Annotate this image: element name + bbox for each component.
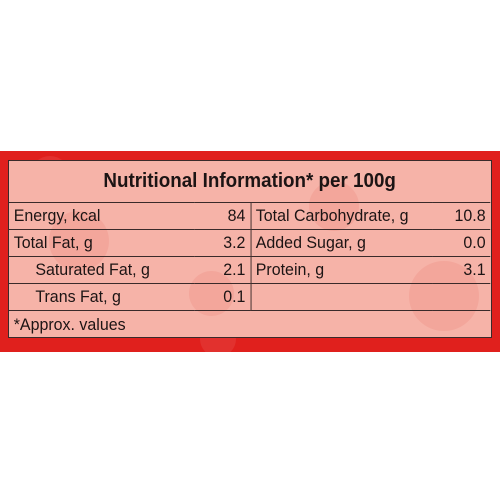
- nutrient-label: Protein, g: [250, 256, 433, 284]
- nutrient-value: 0.1: [194, 283, 251, 311]
- nutrient-value: 0.0: [432, 229, 491, 257]
- nutrient-label: Energy, kcal: [9, 202, 195, 230]
- table-title: Nutritional Information* per 100g: [103, 170, 396, 192]
- nutrient-label: Saturated Fat, g: [9, 256, 195, 284]
- empty-cell: [250, 283, 491, 311]
- footnote: *Approx. values: [9, 310, 491, 337]
- nutrient-value: 84: [194, 202, 251, 230]
- nutrient-label: Trans Fat, g: [9, 283, 195, 311]
- nutrient-label: Added Sugar, g: [250, 229, 433, 257]
- nutrient-value: 3.2: [194, 229, 251, 257]
- nutrient-label: Total Fat, g: [9, 229, 195, 257]
- nutrient-value: 10.8: [432, 202, 491, 230]
- nutrition-panel: Nutritional Information* per 100g Energy…: [8, 160, 492, 338]
- nutrient-value: 2.1: [194, 256, 251, 284]
- nutrition-table: Nutritional Information* per 100g Energy…: [9, 161, 491, 337]
- nutrient-label: Total Carbohydrate, g: [250, 202, 433, 230]
- nutrient-value: 3.1: [432, 256, 491, 284]
